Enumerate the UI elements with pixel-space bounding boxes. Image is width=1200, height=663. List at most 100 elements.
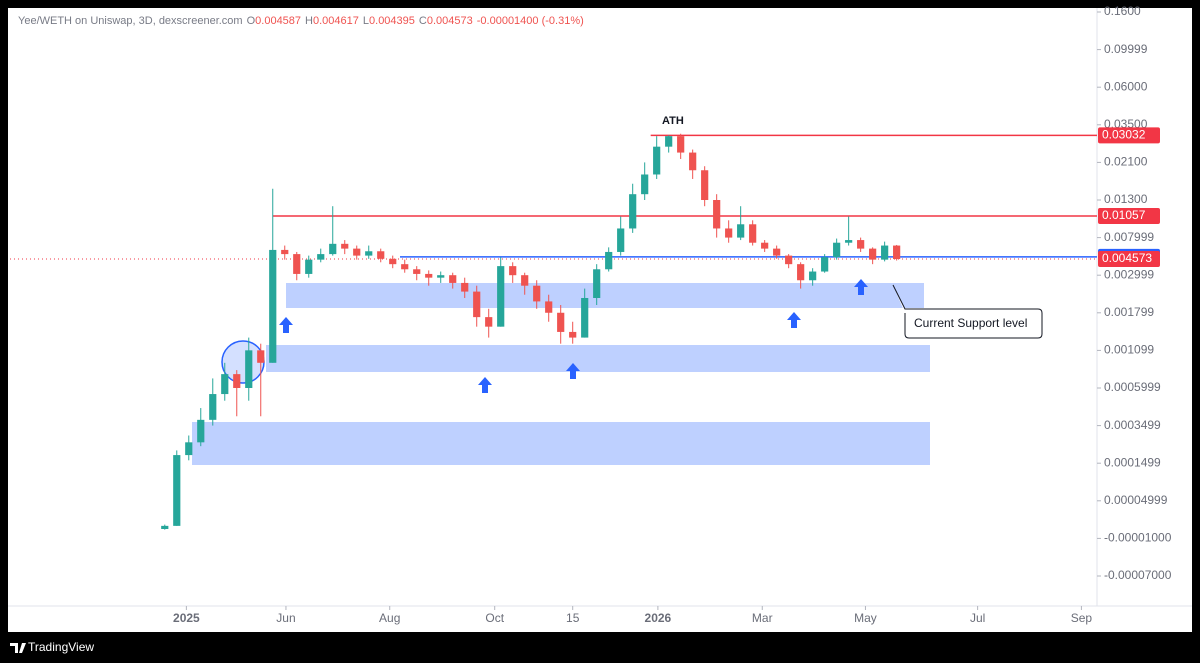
legend-value: 0.004573: [427, 15, 473, 27]
candle-body: [449, 275, 457, 283]
candle-body: [461, 282, 469, 292]
arrow: [854, 279, 868, 295]
y-tick-label: 0.001799: [1104, 305, 1154, 319]
footer: TradingView: [28, 640, 94, 654]
legend-value: 0.004587: [255, 15, 301, 27]
y-tick-label: 0.02100: [1104, 155, 1148, 169]
arrow: [787, 312, 801, 328]
candle-body: [245, 350, 253, 388]
candle-body: [689, 152, 697, 171]
price-tag: [1098, 208, 1160, 225]
candle-body: [641, 174, 649, 195]
candle-body: [509, 266, 517, 276]
x-tick-label: Oct: [485, 611, 504, 625]
x-tick-label: May: [854, 611, 877, 625]
candle-body: [221, 374, 229, 395]
candle-body: [545, 301, 553, 313]
candle-body: [317, 254, 325, 260]
candle-body: [389, 258, 397, 265]
arrow: [566, 363, 580, 379]
candle-body: [209, 394, 217, 420]
candle-body: [413, 269, 421, 274]
candle-body: [749, 224, 757, 243]
candle-body: [473, 291, 481, 318]
candle-body: [425, 273, 433, 278]
candle-body: [725, 228, 733, 238]
y-tick-label: 0.007999: [1104, 230, 1154, 244]
x-tick-label: 15: [566, 611, 580, 625]
candle-body: [305, 259, 313, 274]
candle-body: [341, 243, 349, 249]
candle-body: [437, 275, 445, 278]
legend-part: O: [247, 15, 256, 27]
candle-body: [713, 200, 721, 229]
candle-body: [857, 240, 865, 249]
y-tick-label: 0.002999: [1104, 267, 1154, 281]
candle-body: [353, 248, 361, 256]
y-tick-label: 0.00004999: [1104, 493, 1168, 507]
candle-body: [821, 257, 829, 272]
x-tick-label: Jun: [276, 611, 295, 625]
y-tick-label: 0.09999: [1104, 42, 1148, 56]
candle-body: [185, 442, 193, 456]
candle-body: [365, 251, 373, 256]
candle-body: [593, 269, 601, 298]
price-tag: [1098, 251, 1160, 268]
y-tick-label: 0.01300: [1104, 192, 1148, 206]
support-zone: [192, 422, 930, 465]
candle-body: [521, 275, 529, 286]
candle-body: [701, 170, 709, 200]
candle-body: [377, 251, 385, 259]
y-tick-label: 0.06000: [1104, 79, 1148, 93]
legend-value: 0.004617: [313, 15, 359, 27]
candle-body: [737, 224, 745, 238]
candle-body: [557, 312, 565, 332]
legend-value: 0.004395: [369, 15, 415, 27]
x-tick-label: 2026: [645, 611, 672, 625]
candle-body: [293, 254, 301, 274]
y-tick-label: 0.0003499: [1104, 418, 1161, 432]
y-tick-label: -0.00007000: [1104, 568, 1172, 582]
x-tick-label: Aug: [379, 611, 400, 625]
candle-body: [197, 419, 205, 443]
candle-body: [881, 245, 889, 260]
candle-body: [629, 194, 637, 229]
candle-body: [797, 264, 805, 281]
price-tag-label: 0.03032: [1102, 128, 1146, 142]
candle-body: [893, 245, 901, 260]
candle-body: [569, 331, 577, 338]
candle-body: [485, 317, 493, 327]
candle-body: [269, 249, 277, 363]
legend-part: L: [363, 15, 369, 27]
candle-body: [401, 264, 409, 270]
arrows: [279, 279, 868, 393]
support-label: Current Support level: [914, 316, 1027, 330]
y-tick-label: 0.0001499: [1104, 455, 1161, 469]
candle-body: [281, 249, 289, 255]
candle-body: [257, 350, 265, 363]
price-tag-label: 0.004573: [1102, 251, 1152, 265]
x-tick-label: 2025: [173, 611, 200, 625]
candle-body: [161, 525, 169, 529]
candle-body: [833, 242, 841, 258]
arrow: [279, 317, 293, 333]
candle-body: [581, 297, 589, 338]
candle-body: [809, 271, 817, 281]
price-tag: [1098, 127, 1160, 144]
price-tag-label: 0.01057: [1102, 208, 1146, 222]
legend: Yee/WETH on Uniswap, 3D, dexscreener.com…: [18, 15, 584, 27]
candle-body: [329, 243, 337, 255]
candle-body: [173, 455, 181, 526]
support-zone: [286, 283, 924, 308]
y-tick-label: 0.1600: [1104, 4, 1141, 18]
candle-body: [233, 374, 241, 388]
x-tick-label: Sep: [1071, 611, 1093, 625]
candle-body: [605, 251, 613, 270]
x-tick-label: Mar: [752, 611, 773, 625]
y-tick-label: -0.00001000: [1104, 531, 1172, 545]
y-tick-label: 0.001099: [1104, 343, 1154, 357]
legend-part: C: [419, 15, 427, 27]
legend-part: -0.00001400 (-0.31%): [477, 15, 584, 27]
candle-body: [869, 248, 877, 260]
candle-body: [665, 136, 673, 147]
